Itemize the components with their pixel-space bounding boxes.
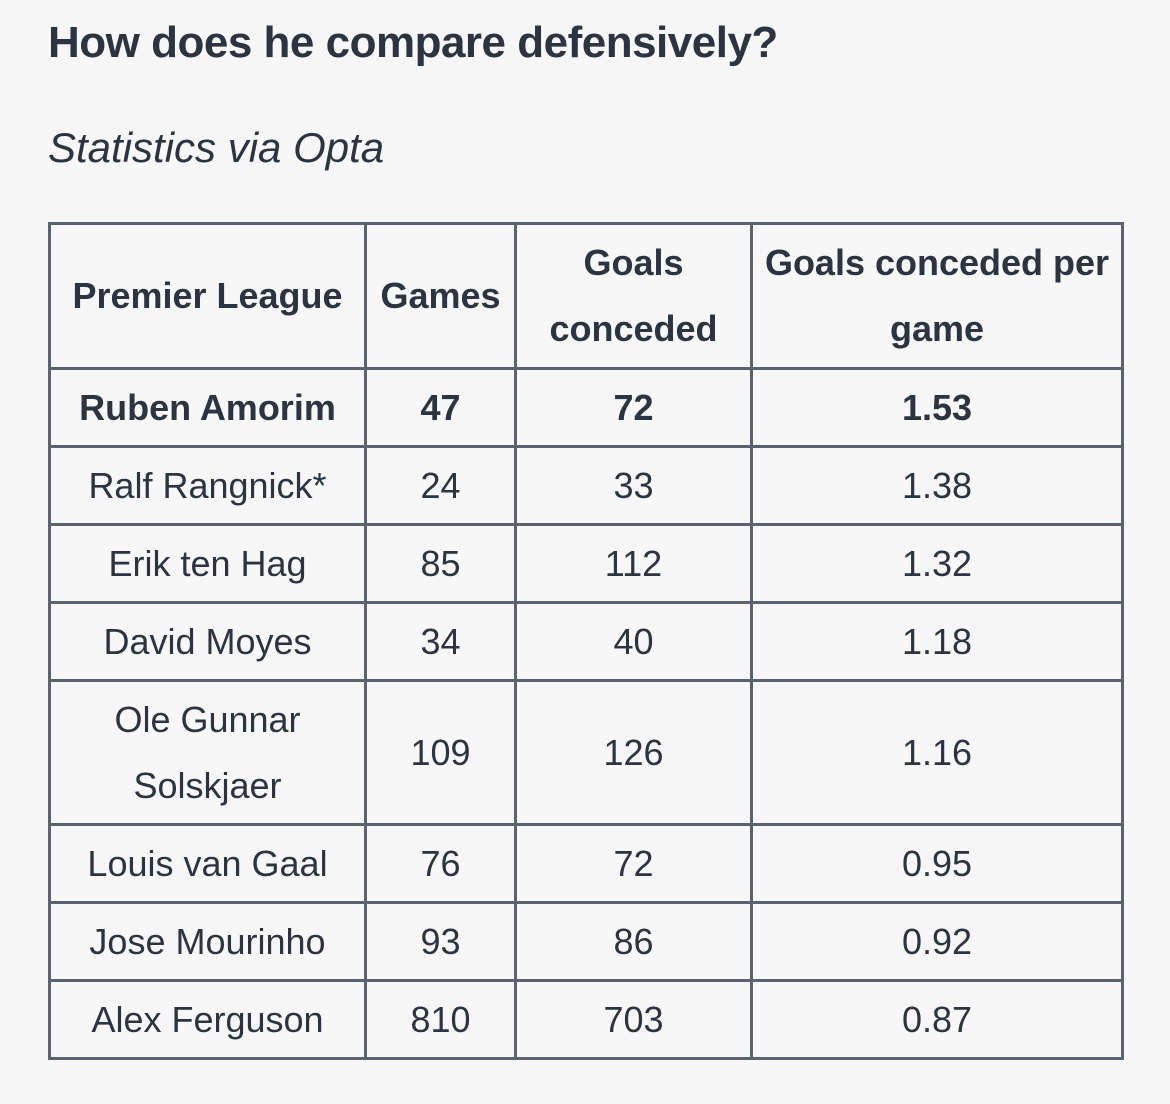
cell-per-game: 1.16 [750, 679, 1124, 826]
page-subtitle: Statistics via Opta [48, 124, 385, 171]
header-premier-league: Premier League [48, 222, 367, 370]
cell-per-game: 0.92 [750, 901, 1124, 982]
cell-manager: Alex Ferguson [48, 979, 367, 1060]
cell-games: 109 [364, 679, 517, 826]
table-row: Louis van Gaal 76 72 0.95 [48, 823, 1124, 904]
cell-games: 85 [364, 523, 517, 604]
table-header-row: Premier League Games Goals conceded Goal… [48, 222, 1124, 370]
cell-manager: David Moyes [48, 601, 367, 682]
cell-manager: Erik ten Hag [48, 523, 367, 604]
cell-games: 47 [364, 367, 517, 448]
cell-manager: Jose Mourinho [48, 901, 367, 982]
cell-manager: Ruben Amorim [48, 367, 367, 448]
cell-goals-conceded: 40 [514, 601, 753, 682]
cell-per-game: 1.53 [750, 367, 1124, 448]
cell-goals-conceded: 86 [514, 901, 753, 982]
cell-manager: Louis van Gaal [48, 823, 367, 904]
header-games: Games [364, 222, 517, 370]
table-row: Ole Gunnar Solskjaer 109 126 1.16 [48, 679, 1124, 826]
table-row: Jose Mourinho 93 86 0.92 [48, 901, 1124, 982]
cell-per-game: 1.32 [750, 523, 1124, 604]
cell-goals-conceded: 72 [514, 367, 753, 448]
header-goals-per-game: Goals conceded per game [750, 222, 1124, 370]
cell-per-game: 0.95 [750, 823, 1124, 904]
cell-goals-conceded: 72 [514, 823, 753, 904]
cell-games: 34 [364, 601, 517, 682]
cell-per-game: 1.38 [750, 445, 1124, 526]
cell-goals-conceded: 126 [514, 679, 753, 826]
cell-manager: Ole Gunnar Solskjaer [48, 679, 367, 826]
cell-games: 93 [364, 901, 517, 982]
stats-table: Premier League Games Goals conceded Goal… [48, 222, 1124, 1060]
header-goals-conceded: Goals conceded [514, 222, 753, 370]
cell-games: 24 [364, 445, 517, 526]
cell-per-game: 1.18 [750, 601, 1124, 682]
cell-games: 76 [364, 823, 517, 904]
table-row: Ralf Rangnick* 24 33 1.38 [48, 445, 1124, 526]
cell-goals-conceded: 703 [514, 979, 753, 1060]
cell-per-game: 0.87 [750, 979, 1124, 1060]
cell-goals-conceded: 112 [514, 523, 753, 604]
cell-games: 810 [364, 979, 517, 1060]
table-row: Ruben Amorim 47 72 1.53 [48, 367, 1124, 448]
cell-manager: Ralf Rangnick* [48, 445, 367, 526]
table-row: Erik ten Hag 85 112 1.32 [48, 523, 1124, 604]
table-row: David Moyes 34 40 1.18 [48, 601, 1124, 682]
page-title: How does he compare defensively? [48, 18, 778, 67]
cell-goals-conceded: 33 [514, 445, 753, 526]
table-row: Alex Ferguson 810 703 0.87 [48, 979, 1124, 1060]
